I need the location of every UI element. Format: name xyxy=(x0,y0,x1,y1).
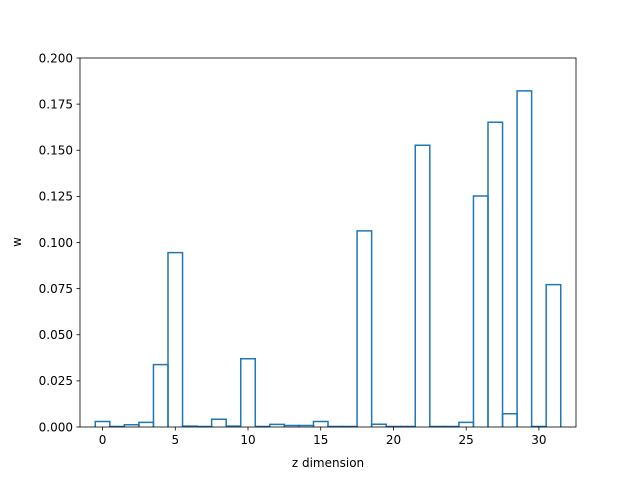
bar-4 xyxy=(152,363,169,427)
bar-18 xyxy=(356,230,373,427)
y-tick-label-0: 0.000 xyxy=(39,420,73,434)
x-tick-label-20: 20 xyxy=(386,433,401,447)
y-tick-label-8: 0.200 xyxy=(39,51,73,65)
y-tick-label-1: 0.025 xyxy=(39,374,73,388)
x-tick-label-0: 0 xyxy=(99,433,107,447)
bar-31 xyxy=(545,283,562,427)
bar-0 xyxy=(94,420,111,427)
y-tick-label-3: 0.075 xyxy=(39,282,73,296)
x-tick-label-5: 5 xyxy=(171,433,179,447)
y-axis-label: w xyxy=(10,237,24,247)
y-tick-label-6: 0.150 xyxy=(39,144,73,158)
bar-26 xyxy=(472,195,489,427)
bar-28 xyxy=(501,412,518,427)
axes-frame xyxy=(79,57,577,428)
bar-19 xyxy=(370,423,387,427)
bar-25 xyxy=(458,421,475,427)
bar-29 xyxy=(516,90,533,427)
x-tick-label-10: 10 xyxy=(240,433,255,447)
bar-15 xyxy=(312,420,329,427)
x-tick-label-25: 25 xyxy=(459,433,474,447)
y-tick-label-2: 0.050 xyxy=(39,328,73,342)
bar-3 xyxy=(138,421,155,427)
y-tick-label-4: 0.100 xyxy=(39,236,73,250)
y-tick-label-5: 0.125 xyxy=(39,190,73,204)
x-tick-label-30: 30 xyxy=(531,433,546,447)
bar-22 xyxy=(414,144,431,427)
bar-5 xyxy=(167,251,184,427)
y-tick-label-7: 0.175 xyxy=(39,97,73,111)
x-tick-label-15: 15 xyxy=(313,433,328,447)
x-axis-label: z dimension xyxy=(292,456,364,470)
bar-8 xyxy=(210,418,227,427)
bar-27 xyxy=(487,121,504,427)
bar-10 xyxy=(239,357,257,427)
